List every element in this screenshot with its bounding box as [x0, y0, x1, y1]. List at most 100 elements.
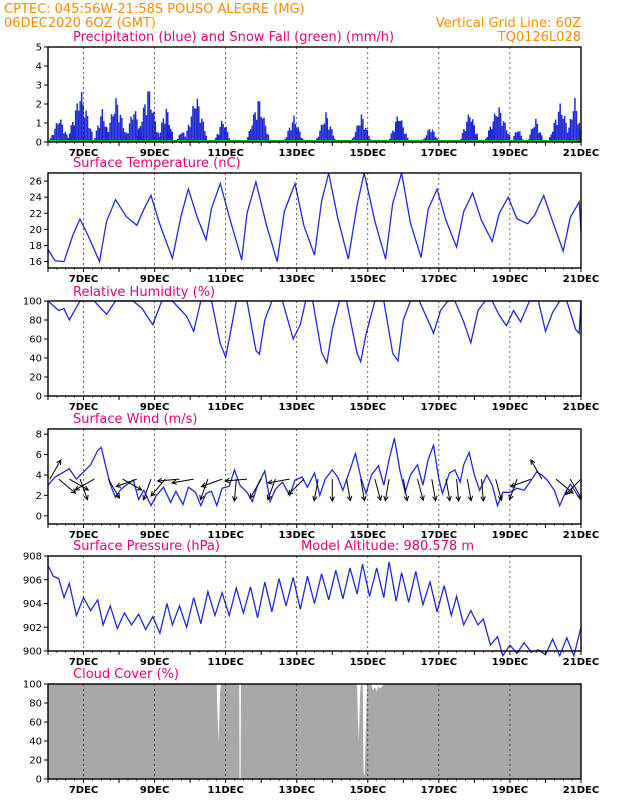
panel-title-press: Surface Pressure (hPa) — [73, 539, 220, 554]
precip-bar — [73, 125, 75, 142]
precip-bar — [401, 120, 403, 142]
precip-bar — [162, 118, 165, 142]
precip-bar — [393, 131, 396, 142]
precip-bar — [104, 136, 107, 142]
panel-title-wind: Surface Wind (m/s) — [73, 412, 197, 427]
y-tick-label: 4 — [36, 470, 42, 481]
precip-bar — [502, 121, 505, 142]
precip-bar — [260, 116, 262, 142]
precip-bar — [568, 127, 570, 142]
precip-bar — [520, 135, 523, 142]
y-tick-label: 24 — [29, 193, 42, 204]
gridlines-temp — [83, 173, 511, 268]
x-tick-label: 7DEC — [69, 785, 98, 796]
precip-bar — [106, 131, 108, 142]
x-tick-label: 11DEC — [207, 148, 243, 159]
x-tick-label: 7DEC — [69, 148, 98, 159]
precip-bar — [467, 114, 470, 142]
gridlines-cloud — [83, 684, 511, 779]
wind-arrow — [266, 478, 276, 501]
precip-bar — [107, 132, 110, 142]
precip-bar — [142, 107, 145, 142]
precip-bar — [144, 104, 146, 142]
precip-bar — [291, 122, 294, 142]
x-tick-label: 7DEC — [69, 530, 98, 541]
panel-press: Surface Pressure (hPa) Model Altitude: 98… — [23, 539, 599, 668]
precip-bar — [115, 98, 117, 142]
x-tick-label: 9DEC — [140, 785, 169, 796]
precip-bar — [247, 137, 249, 142]
precip-bar — [95, 130, 98, 142]
x-tick-label: 11DEC — [207, 657, 243, 668]
precip-bar — [572, 111, 575, 142]
precip-bar — [83, 117, 86, 142]
precip-bar — [109, 122, 111, 142]
x-tick-label: 15DEC — [350, 274, 386, 285]
x-axis-temp: 7DEC 9DEC 11DEC 13DEC 15DEC 17DEC 19DEC 21DEC — [47, 268, 599, 285]
precip-bar — [136, 119, 138, 142]
header-model-code: TQ0126L028 — [497, 30, 581, 45]
precip-bar — [463, 129, 465, 142]
precip-bar — [285, 137, 288, 142]
y-tick-label: 904 — [23, 599, 42, 610]
precip-bar — [128, 123, 131, 142]
x-tick-label: 11DEC — [207, 402, 243, 413]
precip-bar — [201, 118, 203, 142]
precip-bar — [215, 137, 217, 142]
precip-bar — [67, 137, 69, 142]
precip-bar — [54, 128, 56, 142]
precip-bar — [287, 131, 289, 142]
wind-arrow — [74, 478, 95, 491]
precip-bar — [251, 125, 253, 142]
wind-arrow — [495, 478, 503, 502]
y-tick-label: 1 — [36, 119, 42, 130]
wind-arrow — [530, 459, 543, 480]
precip-bar — [60, 119, 62, 142]
precip-bar — [57, 124, 59, 142]
precip-bar — [58, 122, 61, 142]
precip-bar — [205, 135, 207, 142]
precip-bar — [577, 124, 579, 142]
y-tick-label: 60 — [29, 335, 42, 346]
precip-bar — [225, 126, 227, 142]
precip-bar — [501, 125, 503, 142]
precip-bar — [578, 122, 581, 142]
precip-bar — [498, 107, 500, 142]
wind-arrow — [199, 478, 209, 501]
precip-bar — [147, 91, 149, 142]
x-tick-label: 21DEC — [563, 148, 599, 159]
wind-arrow — [417, 478, 425, 502]
y-tick-label: 22 — [29, 209, 42, 220]
precip-bar — [356, 125, 358, 142]
y-tick-label: 80 — [29, 699, 42, 710]
precip-bar — [70, 125, 72, 142]
wind-arrow — [383, 479, 390, 502]
x-tick-label: 9DEC — [140, 657, 169, 668]
y-axis-temp: 16 18 20 22 24 26 — [29, 177, 48, 268]
y-axis-precip: 0 1 2 3 4 5 — [36, 43, 48, 149]
wind-arrow — [555, 478, 574, 494]
wind-arrow — [312, 479, 319, 502]
precip-bar — [395, 121, 397, 142]
x-tick-label: 19DEC — [492, 530, 528, 541]
x-axis-rh: 7DEC 9DEC 11DEC 13DEC 15DEC 17DEC 19DEC 21DEC — [47, 396, 599, 413]
x-tick-label: 13DEC — [279, 530, 315, 541]
precip-bar — [167, 112, 169, 142]
wind-arrow — [287, 478, 305, 496]
precip-bar — [165, 108, 168, 142]
precip-bar — [320, 124, 323, 142]
precip-bar — [101, 109, 104, 142]
y-tick-label: 902 — [23, 623, 42, 634]
precip-bar — [560, 114, 563, 142]
precip-bar — [516, 132, 518, 142]
precip-bar — [390, 133, 393, 142]
precip-bar — [226, 132, 229, 142]
wind-arrow — [346, 479, 353, 502]
precip-bar — [495, 116, 497, 142]
panel-title-cloud: Cloud Cover (%) — [73, 667, 179, 682]
precip-bar — [168, 125, 170, 142]
precip-bar — [170, 128, 172, 142]
panel-cloud: Cloud Cover (%) 0 20 40 60 80 100 7DEC 9DEC 11DEC… — [23, 667, 599, 796]
x-axis-cloud: 7DEC 9DEC 11DEC 13DEC 15DEC 17DEC 19DEC 21DEC — [47, 779, 599, 796]
precip-bar — [541, 135, 543, 142]
